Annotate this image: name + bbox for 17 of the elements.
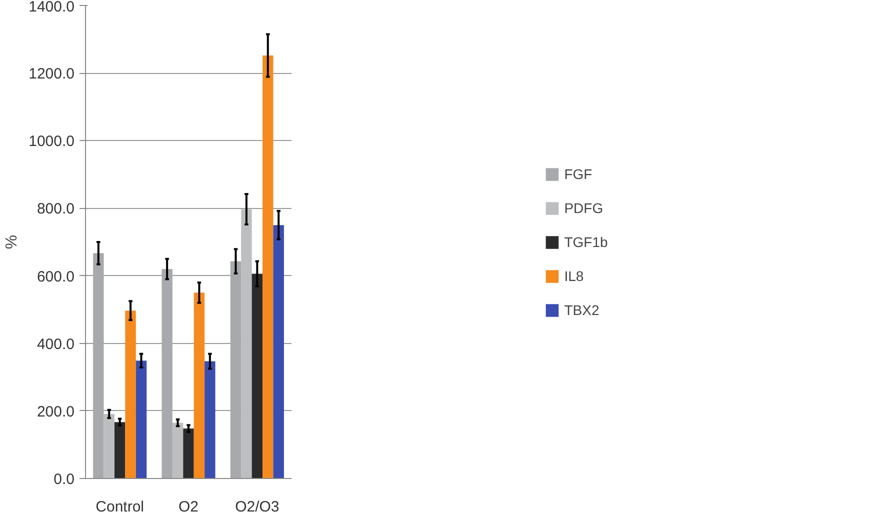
x-tick-label: O2/O3 bbox=[235, 498, 280, 516]
y-tick-label: 200.0 bbox=[36, 403, 75, 420]
y-tick-label: 400.0 bbox=[36, 336, 75, 353]
y-tick-label: 800.0 bbox=[36, 200, 75, 218]
y-axis-title: % bbox=[4, 234, 21, 250]
y-tick-label: 0.0 bbox=[54, 471, 75, 488]
legend-label: IL8 bbox=[564, 268, 584, 284]
legend-label: FGF bbox=[564, 166, 592, 182]
x-tick-label: O2 bbox=[178, 498, 199, 516]
y-tick-label: 1200.0 bbox=[28, 66, 75, 83]
legend-label: TGF1b bbox=[564, 234, 608, 250]
y-tick-label: 600.0 bbox=[36, 268, 75, 286]
legend-label: PDFG bbox=[564, 200, 604, 216]
y-tick-label: 1400.0 bbox=[28, 0, 75, 16]
y-tick-label: 1000.0 bbox=[28, 133, 75, 150]
x-tick-label: Control bbox=[96, 498, 144, 516]
legend-label: TBX2 bbox=[564, 302, 600, 318]
